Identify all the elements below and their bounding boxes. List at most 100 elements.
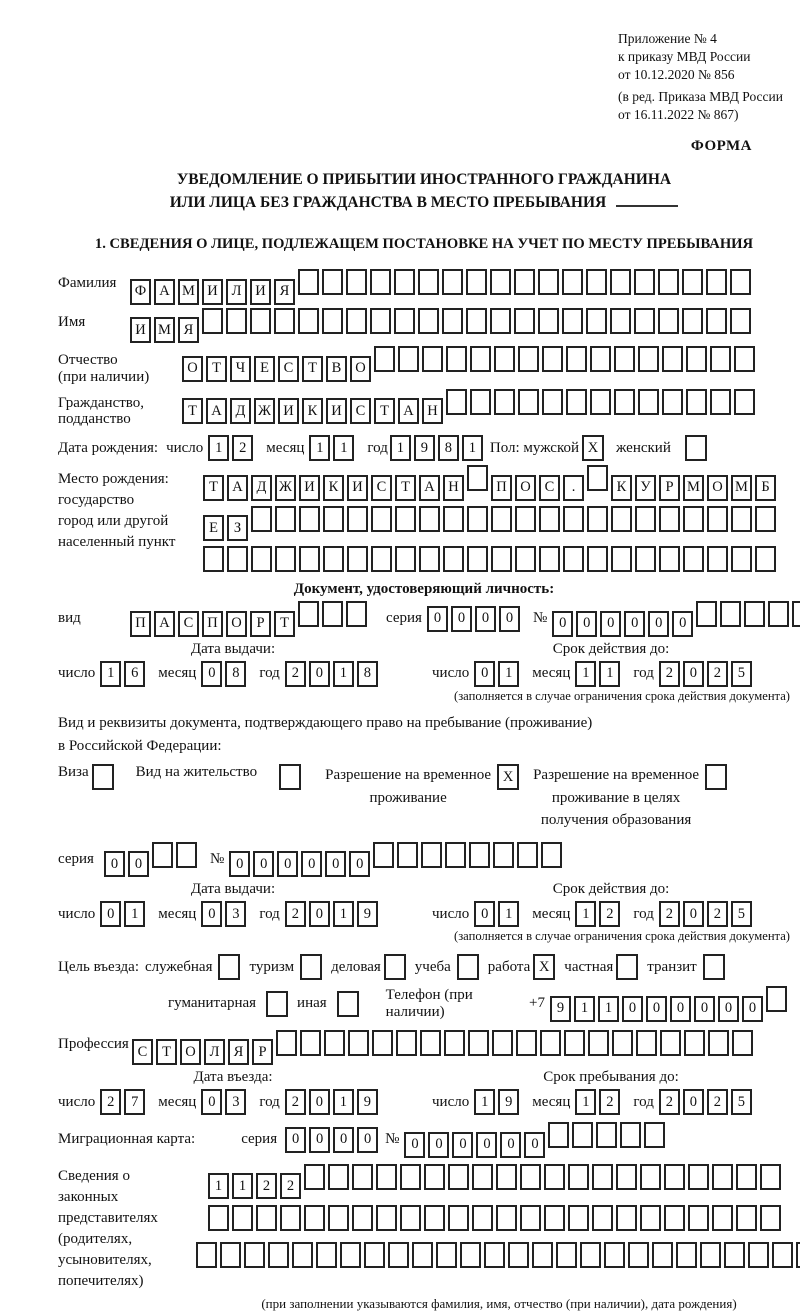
char-cell[interactable] [563, 546, 584, 573]
char-cell[interactable]: 5 [730, 1089, 752, 1116]
char-cell[interactable]: 0 [229, 851, 251, 878]
char-cell[interactable] [446, 346, 467, 372]
char-cell[interactable] [151, 841, 173, 868]
char-cell[interactable]: Н [443, 474, 464, 501]
char-cell[interactable] [616, 1205, 637, 1232]
char-cell[interactable] [562, 307, 583, 334]
char-cell[interactable]: П [491, 474, 512, 501]
char-cell[interactable]: 0 [474, 901, 496, 928]
char-cell[interactable] [444, 1029, 465, 1056]
char-cell[interactable]: 0 [450, 605, 472, 632]
char-cell[interactable] [400, 1163, 421, 1190]
char-cell[interactable] [730, 269, 751, 295]
char-cell[interactable] [352, 1205, 373, 1232]
purpose-humanitarian-checkbox[interactable] [266, 990, 289, 1017]
char-cell[interactable]: 2 [284, 1089, 306, 1116]
char-cell[interactable] [421, 841, 443, 868]
char-cell[interactable] [556, 1242, 577, 1269]
char-cell[interactable] [395, 546, 416, 573]
char-cell[interactable] [299, 546, 320, 573]
char-cell[interactable]: 8 [437, 435, 459, 462]
char-cell[interactable]: И [250, 278, 271, 305]
char-cell[interactable]: 2 [706, 901, 728, 928]
char-cell[interactable]: 0 [498, 605, 520, 632]
purpose-private-checkbox[interactable] [616, 954, 639, 981]
residence-permit-checkbox[interactable] [279, 764, 302, 791]
char-cell[interactable] [731, 546, 752, 573]
char-cell[interactable] [491, 546, 512, 573]
char-cell[interactable]: 0 [277, 851, 299, 878]
char-cell[interactable]: И [299, 474, 320, 501]
char-cell[interactable]: 5 [730, 901, 752, 928]
char-cell[interactable]: 0 [682, 901, 704, 928]
purpose-transit-checkbox[interactable] [702, 954, 725, 981]
char-cell[interactable] [304, 1205, 325, 1232]
char-cell[interactable]: 2 [706, 1089, 728, 1116]
char-cell[interactable] [710, 388, 731, 415]
char-cell[interactable] [470, 388, 491, 415]
char-cell[interactable] [388, 1242, 409, 1269]
char-cell[interactable] [328, 1163, 349, 1190]
char-cell[interactable]: К [323, 474, 344, 501]
char-cell[interactable] [400, 1205, 421, 1232]
char-cell[interactable] [540, 1029, 561, 1056]
char-cell[interactable] [658, 307, 679, 334]
char-cell[interactable]: 2 [658, 660, 680, 687]
char-cell[interactable]: 0 [576, 610, 598, 637]
char-cell[interactable]: 2 [280, 1173, 301, 1200]
char-cell[interactable] [568, 1163, 589, 1190]
char-cell[interactable] [347, 546, 368, 573]
char-cell[interactable]: 0 [404, 1131, 426, 1158]
char-cell[interactable]: 2 [284, 660, 306, 687]
char-cell[interactable] [496, 1163, 517, 1190]
char-cell[interactable]: С [539, 474, 560, 501]
char-cell[interactable] [300, 1029, 321, 1056]
char-cell[interactable] [562, 269, 583, 295]
char-cell[interactable] [706, 269, 727, 295]
char-cell[interactable] [755, 546, 776, 573]
char-cell[interactable] [590, 346, 611, 372]
char-cell[interactable] [251, 546, 272, 573]
char-cell[interactable]: 1 [208, 1173, 229, 1200]
char-cell[interactable]: А [154, 610, 175, 637]
char-cell[interactable] [566, 346, 587, 372]
char-cell[interactable] [707, 546, 728, 573]
char-cell[interactable]: 1 [574, 995, 595, 1022]
char-cell[interactable]: 0 [349, 851, 371, 878]
char-cell[interactable] [422, 346, 443, 372]
char-cell[interactable] [638, 388, 659, 415]
char-cell[interactable] [424, 1205, 445, 1232]
char-cell[interactable]: 1 [124, 901, 146, 928]
char-cell[interactable] [370, 307, 391, 334]
char-cell[interactable]: О [515, 474, 536, 501]
char-cell[interactable]: О [182, 355, 203, 382]
char-cell[interactable] [755, 505, 776, 532]
char-cell[interactable]: 1 [598, 995, 619, 1022]
char-cell[interactable]: Д [251, 474, 272, 501]
char-cell[interactable] [542, 388, 563, 415]
rvp-checkbox[interactable]: X [497, 764, 520, 791]
char-cell[interactable] [323, 546, 344, 573]
char-cell[interactable] [518, 346, 539, 372]
char-cell[interactable] [640, 1205, 661, 1232]
char-cell[interactable] [202, 307, 223, 334]
purpose-business-checkbox[interactable] [383, 954, 406, 981]
char-cell[interactable] [467, 465, 488, 492]
char-cell[interactable] [580, 1242, 601, 1269]
representatives-cells-row3[interactable] [196, 1242, 800, 1273]
char-cell[interactable] [768, 601, 790, 628]
